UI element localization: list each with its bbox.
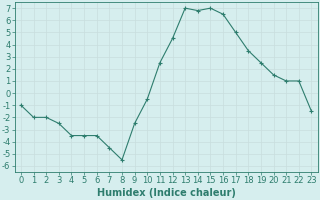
- X-axis label: Humidex (Indice chaleur): Humidex (Indice chaleur): [97, 188, 236, 198]
